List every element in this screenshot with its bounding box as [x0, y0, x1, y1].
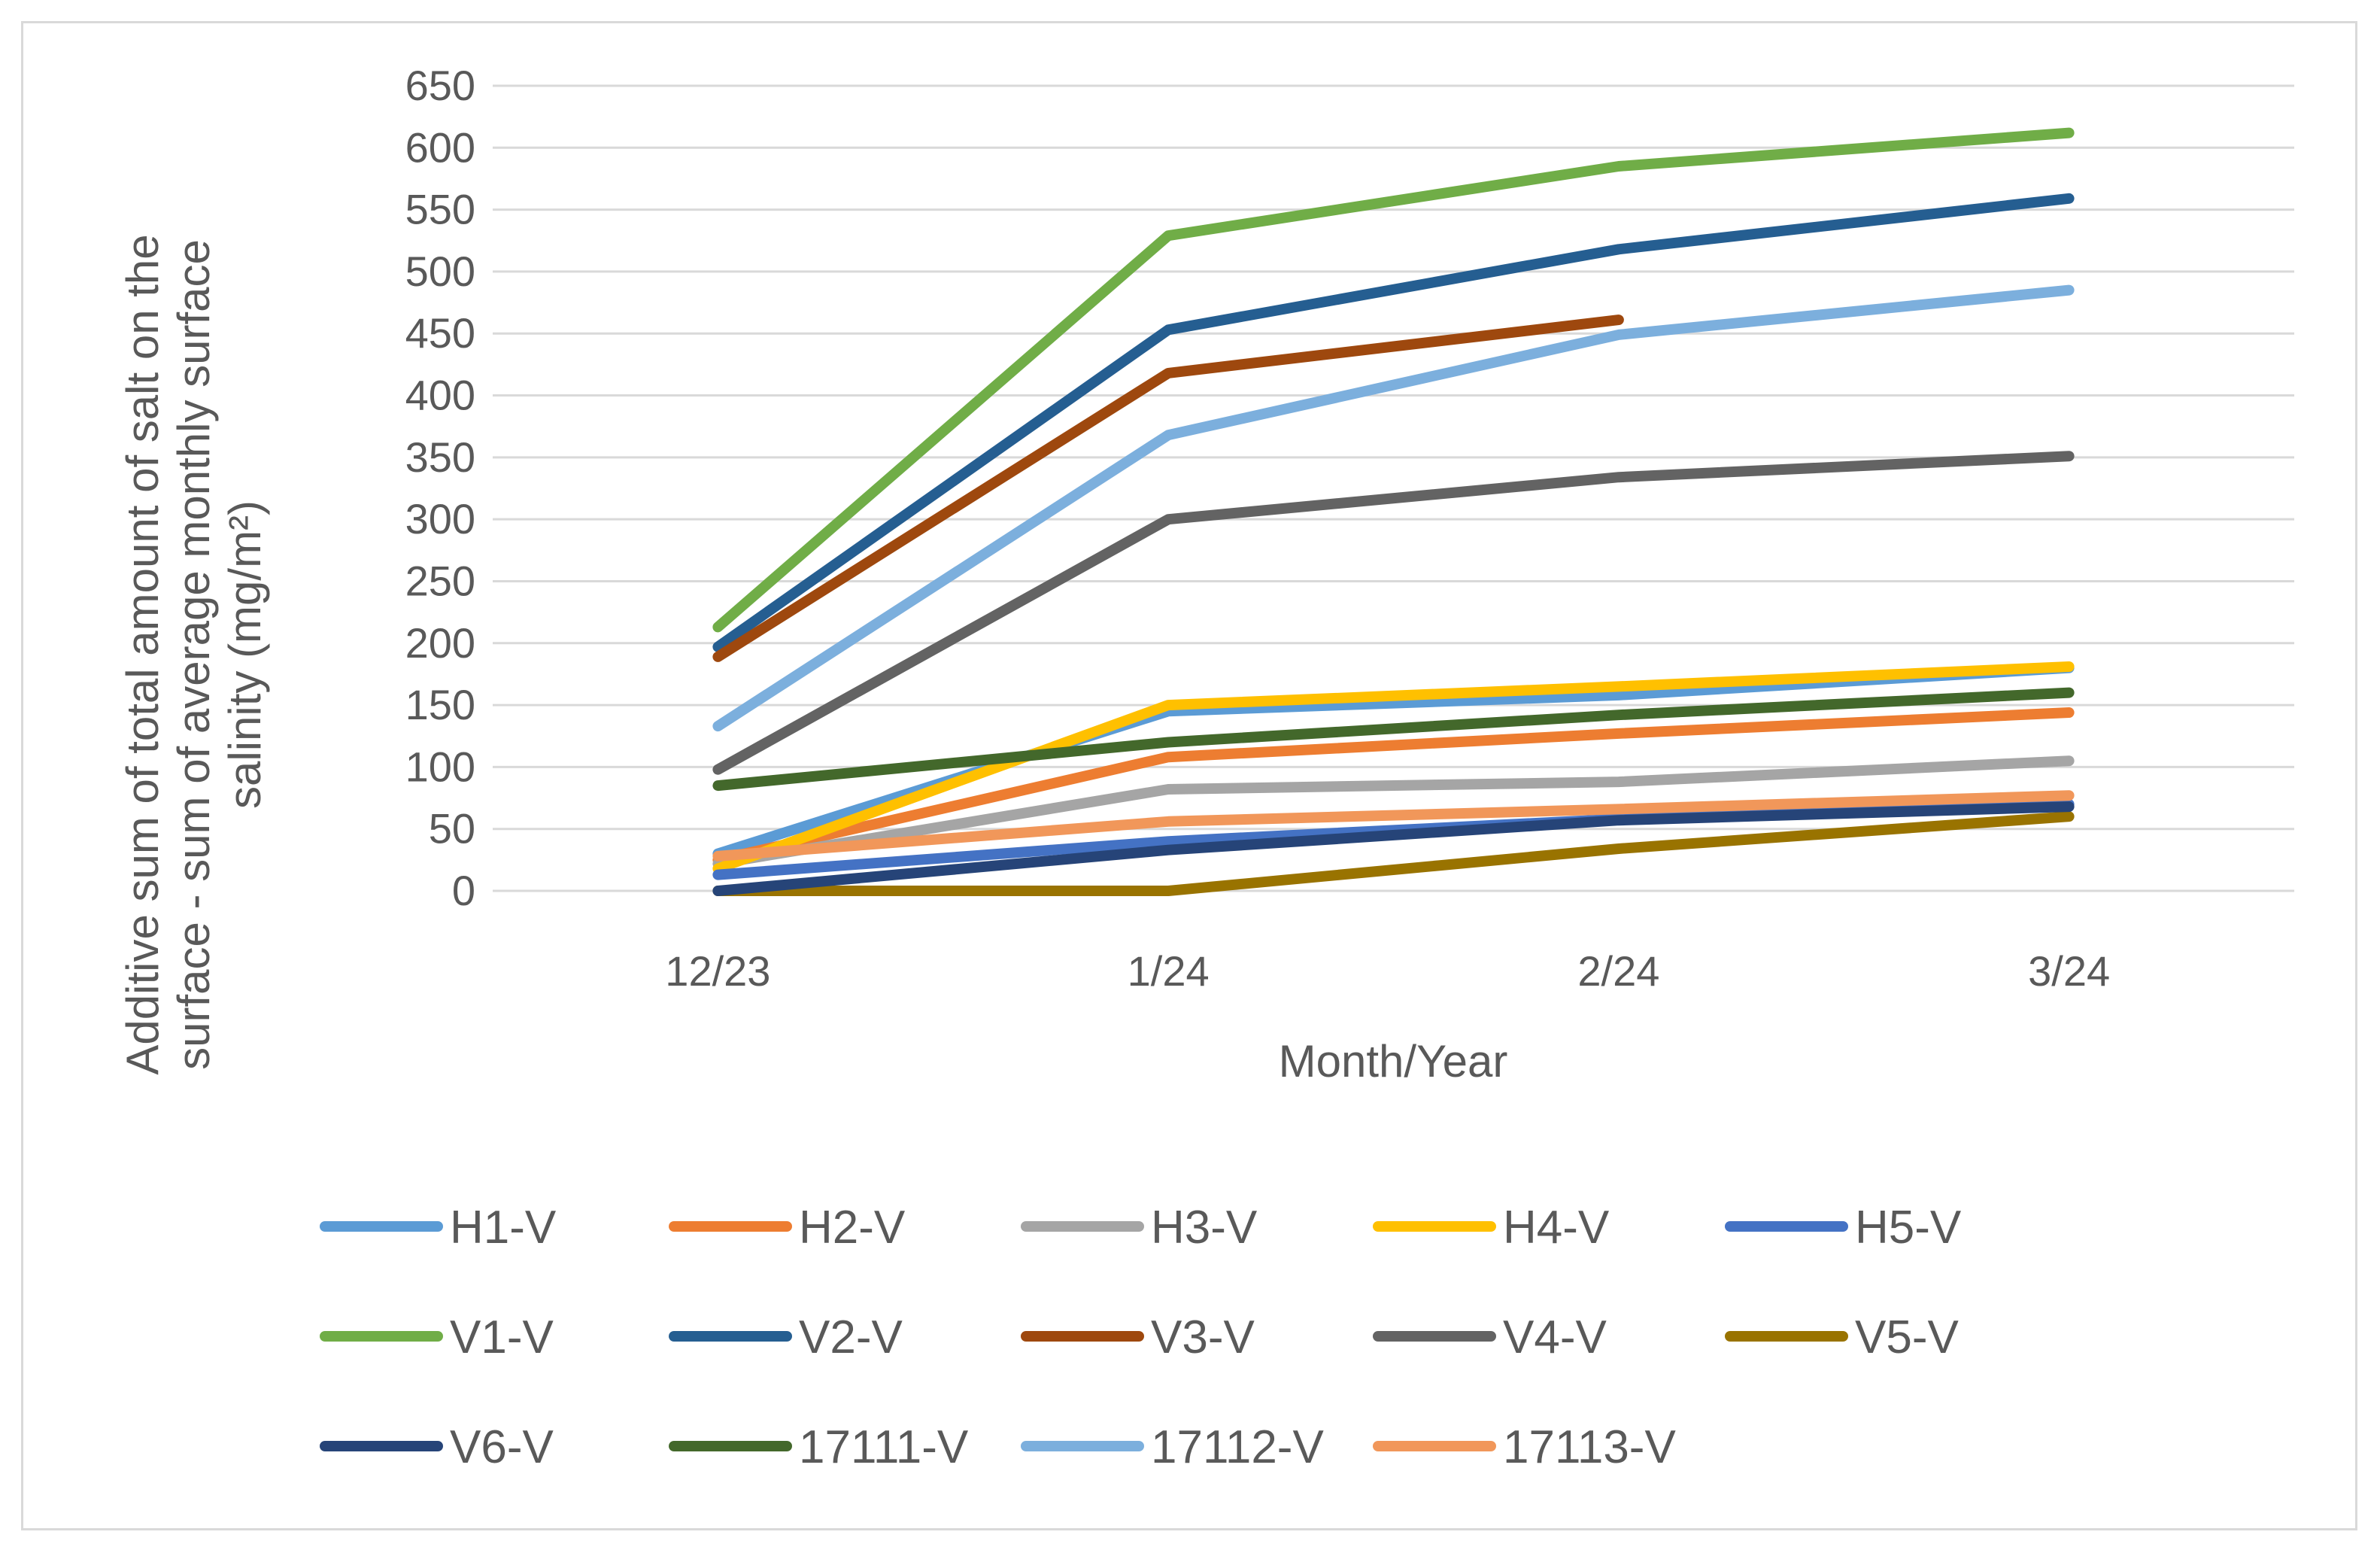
legend-item-V1-V: V1-V [320, 1311, 554, 1363]
legend-label: V3-V [1151, 1311, 1255, 1363]
legend-item-V5-V: V5-V [1725, 1311, 1959, 1363]
legend-item-V2-V: V2-V [669, 1311, 903, 1363]
legend-label: H4-V [1503, 1202, 1610, 1254]
legend-item-H1-V: H1-V [320, 1202, 557, 1254]
y-tick-label: 300 [405, 495, 475, 542]
y-tick-label: 0 [452, 867, 475, 914]
y-axis-title-line-2: surface - sum of average monthly surface [168, 239, 219, 1070]
legend-item-H3-V: H3-V [1021, 1202, 1258, 1254]
legend-item-H2-V: H2-V [669, 1202, 906, 1254]
series-line-17111-V [712, 687, 2075, 792]
legend-item-V3-V: V3-V [1021, 1311, 1255, 1363]
y-tick-label: 150 [405, 681, 475, 728]
y-tick-label: 250 [405, 557, 475, 604]
legend-label: V5-V [1855, 1311, 1959, 1363]
series-line-V1-V [712, 127, 2075, 633]
legend-label: H1-V [450, 1202, 557, 1254]
legend-label: H2-V [799, 1202, 906, 1254]
legend-item-17112-V: 17112-V [1021, 1421, 1324, 1473]
y-tick-label: 550 [405, 186, 475, 233]
y-tick-label: 400 [405, 372, 475, 419]
legend-label: V4-V [1503, 1311, 1607, 1363]
y-axis-ticks: 0 50 100 150 200 250 300 350 400 450 500 550 600 650 [405, 62, 475, 914]
x-axis-ticks: 12/23 1/24 2/24 3/24 [665, 947, 2110, 995]
gridlines [493, 84, 2294, 892]
x-tick-label: 3/24 [2028, 947, 2110, 995]
x-axis-title: Month/Year [1279, 1036, 1508, 1086]
series-line-17112-V [712, 284, 2075, 732]
legend: H1-V H2-V H3-V H4-V H5-V V1-V V2-V V3-V V4-V V5-V… [320, 1202, 1962, 1473]
y-tick-label: 100 [405, 743, 475, 790]
y-tick-label: 200 [405, 619, 475, 667]
legend-label: 17113-V [1503, 1421, 1676, 1473]
legend-label: V1-V [450, 1311, 554, 1363]
x-tick-label: 1/24 [1128, 947, 1210, 995]
y-tick-label: 600 [405, 123, 475, 171]
legend-item-V4-V: V4-V [1373, 1311, 1607, 1363]
legend-label: H5-V [1855, 1202, 1962, 1254]
y-tick-label: 500 [405, 248, 475, 295]
series-line-17113-V [712, 790, 2075, 862]
legend-label: H3-V [1151, 1202, 1258, 1254]
series-line-V6-V [712, 801, 2075, 896]
series-line-H4-V [712, 661, 2075, 874]
series-line-H2-V [712, 707, 2075, 865]
y-axis-title-line-1: Additive sum of total amount of salt on … [117, 234, 168, 1074]
y-axis-title: Additive sum of total amount of salt on … [117, 234, 270, 1074]
y-tick-label: 50 [429, 805, 475, 852]
legend-item-17111-V: 17111-V [669, 1421, 969, 1473]
x-tick-label: 2/24 [1577, 947, 1659, 995]
x-tick-label: 12/23 [665, 947, 770, 995]
series-line-V4-V [712, 451, 2075, 775]
y-axis-title-line-3: salinity (mg/m²) [220, 500, 270, 809]
legend-item-17113-V: 17113-V [1373, 1421, 1676, 1473]
legend-item-H5-V: H5-V [1725, 1202, 1962, 1254]
series-line-V2-V [712, 193, 2075, 652]
legend-item-H4-V: H4-V [1373, 1202, 1610, 1254]
legend-item-V6-V: V6-V [320, 1421, 554, 1473]
series-line-V3-V [712, 315, 1624, 662]
y-tick-label: 450 [405, 309, 475, 357]
legend-label: 17111-V [799, 1421, 969, 1473]
series-lines [712, 127, 2075, 896]
legend-label: 17112-V [1151, 1421, 1324, 1473]
legend-label: V2-V [799, 1311, 903, 1363]
legend-label: V6-V [450, 1421, 554, 1473]
series-line-V5-V [712, 811, 2075, 896]
y-tick-label: 650 [405, 62, 475, 109]
series-line-H3-V [712, 755, 2075, 869]
y-tick-label: 350 [405, 433, 475, 481]
